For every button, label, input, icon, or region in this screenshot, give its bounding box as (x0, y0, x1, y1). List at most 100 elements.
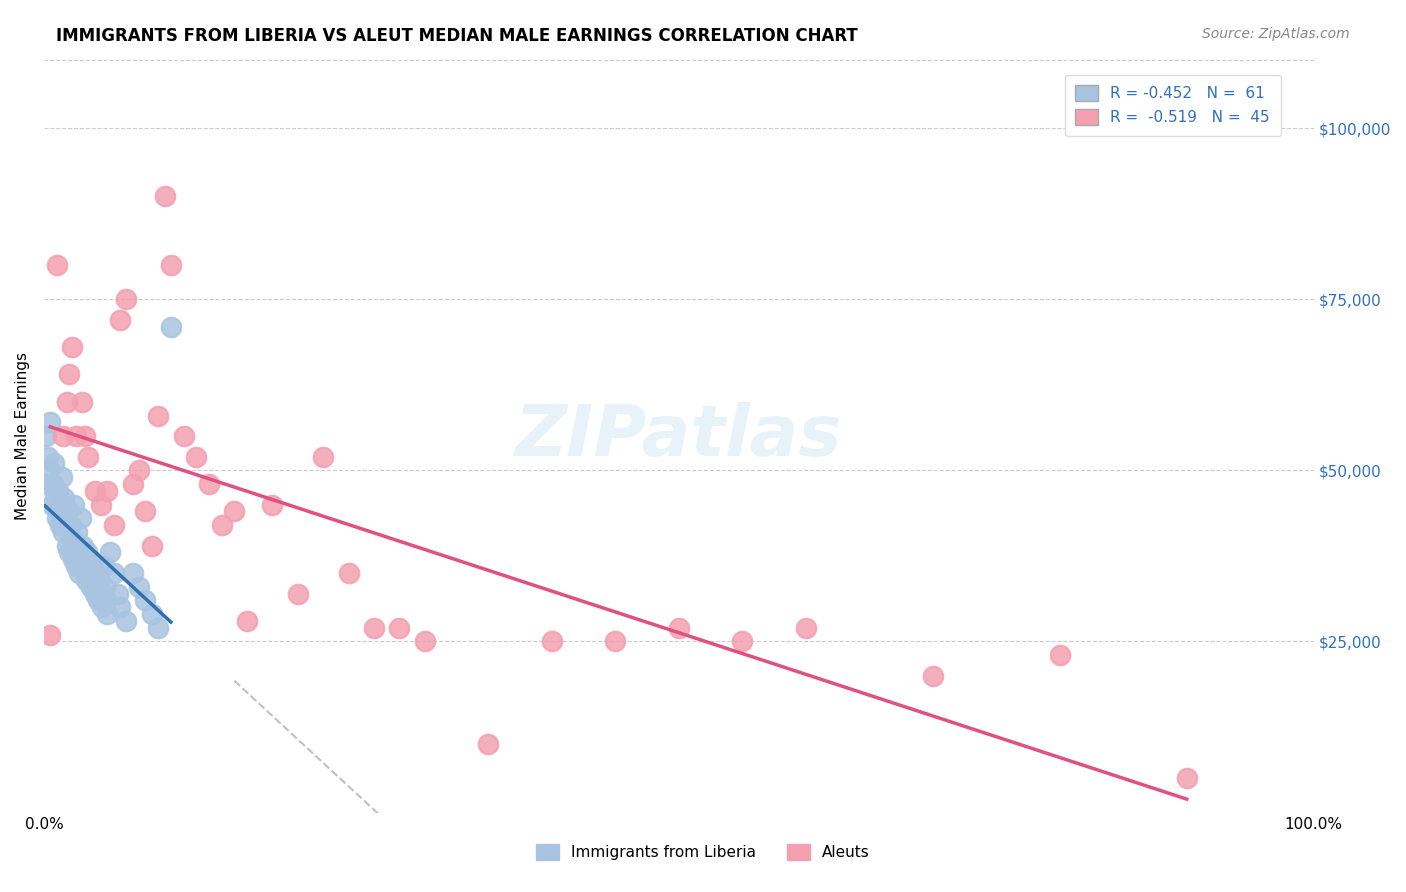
Point (94, 593, 117, 607)
Legend: R = -0.452   N =  61, R =  -0.519   N =  45: R = -0.452 N = 61, R = -0.519 N = 45 (1064, 75, 1281, 136)
Point (45, 511, 67, 525)
Point (91, 600, 114, 615)
Point (96, 607, 118, 621)
Point (94, 580, 117, 594)
Point (76, 545, 98, 559)
Point (44, 491, 66, 505)
Point (363, 621, 385, 635)
Point (605, 634, 627, 648)
Point (128, 580, 150, 594)
Point (540, 634, 562, 648)
Point (84, 566, 107, 580)
Point (46, 483, 69, 498)
Point (121, 566, 143, 580)
Point (121, 477, 143, 491)
Point (96, 483, 118, 498)
Point (98, 545, 121, 559)
Point (52, 524, 75, 539)
Point (62, 552, 84, 566)
Point (83, 483, 105, 498)
Point (148, 621, 170, 635)
Point (55, 511, 77, 525)
Point (65, 559, 87, 574)
Point (59, 518, 82, 533)
Point (56, 504, 79, 518)
Point (87, 593, 110, 607)
Point (236, 614, 259, 628)
Point (148, 409, 170, 423)
Point (90, 586, 112, 600)
Point (337, 566, 360, 580)
Point (80, 580, 103, 594)
Point (115, 292, 138, 306)
Point (312, 450, 335, 464)
Point (1049, 648, 1071, 662)
Point (77, 566, 100, 580)
Point (86, 580, 108, 594)
Point (69, 566, 91, 580)
Point (82, 559, 104, 574)
Point (42, 457, 65, 471)
Point (60, 340, 83, 354)
Point (90, 498, 112, 512)
Point (83, 586, 105, 600)
Point (41, 498, 63, 512)
Point (39, 627, 62, 641)
Point (153, 189, 176, 203)
Point (42, 477, 65, 491)
Point (173, 429, 195, 443)
Point (103, 566, 125, 580)
Point (67, 545, 90, 559)
Point (79, 552, 101, 566)
Point (55, 394, 77, 409)
Point (103, 518, 125, 533)
Point (224, 504, 246, 518)
Point (38, 463, 60, 477)
Point (72, 539, 94, 553)
Text: IMMIGRANTS FROM LIBERIA VS ALEUT MEDIAN MALE EARNINGS CORRELATION CHART: IMMIGRANTS FROM LIBERIA VS ALEUT MEDIAN … (56, 27, 858, 45)
Point (63, 498, 86, 512)
Point (141, 539, 163, 553)
Point (73, 559, 96, 574)
Point (45, 258, 67, 272)
Point (160, 319, 183, 334)
Point (413, 634, 436, 648)
Point (55, 539, 77, 553)
Point (60, 532, 83, 546)
Point (668, 621, 690, 635)
Point (69, 511, 91, 525)
Point (287, 586, 309, 600)
Point (731, 634, 754, 648)
Point (93, 559, 115, 574)
Point (52, 429, 75, 443)
Point (107, 586, 129, 600)
Point (73, 429, 96, 443)
Point (211, 518, 233, 533)
Point (186, 450, 208, 464)
Point (70, 552, 93, 566)
Text: Source: ZipAtlas.com: Source: ZipAtlas.com (1202, 27, 1350, 41)
Legend: Immigrants from Liberia, Aleuts: Immigrants from Liberia, Aleuts (530, 838, 876, 866)
Point (34, 477, 56, 491)
Point (89, 573, 111, 587)
Point (58, 368, 80, 382)
Point (134, 593, 156, 607)
Point (39, 416, 62, 430)
Point (77, 450, 100, 464)
Point (75, 573, 97, 587)
Point (53, 491, 76, 505)
Point (37, 450, 59, 464)
Point (1175, 772, 1198, 786)
Point (49, 518, 72, 533)
Point (477, 737, 499, 751)
Point (66, 524, 89, 539)
Point (794, 621, 817, 635)
Point (128, 463, 150, 477)
Point (82, 573, 104, 587)
Point (108, 312, 131, 326)
Point (108, 600, 131, 615)
Point (262, 498, 284, 512)
Point (141, 607, 163, 621)
Point (160, 258, 183, 272)
Point (134, 504, 156, 518)
